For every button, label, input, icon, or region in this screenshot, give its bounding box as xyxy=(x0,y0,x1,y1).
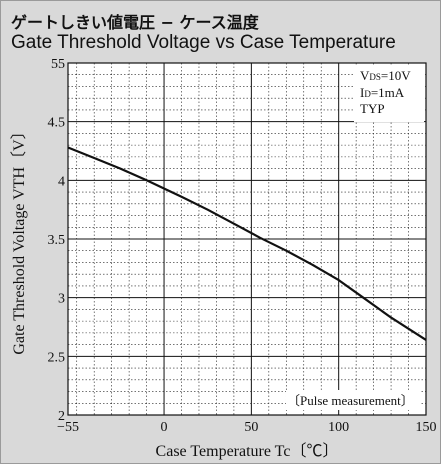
annotation-box xyxy=(286,390,420,410)
y-tick-label: 3 xyxy=(58,292,65,307)
series-group xyxy=(67,146,427,341)
y-tick-label: 4 xyxy=(58,174,65,189)
y-tick-label: 2 xyxy=(58,409,65,424)
x-tick-label: −55 xyxy=(57,420,79,435)
x-tick-label: 50 xyxy=(244,420,258,435)
y-axis-label: Gate Threshold Voltage VTH〔V〕 xyxy=(10,123,28,354)
x-axis-label: Case Temperature Tc〔℃〕 xyxy=(156,442,339,460)
condition-vds: VDS=10V xyxy=(360,68,411,83)
series-line xyxy=(67,146,427,341)
x-tick-label: 150 xyxy=(416,420,437,435)
tick-labels: −55 0 50 100 150 2 2.5 3 3.5 4 4.5 55 xyxy=(48,57,437,435)
annotation-pulse-measurement: 〔Pulse measurement〕 xyxy=(287,393,414,408)
y-tick-label: 4.5 xyxy=(48,116,66,131)
y-tick-label: 3.5 xyxy=(48,233,66,248)
chart-title-english: Gate Threshold Voltage vs Case Temperatu… xyxy=(11,32,396,53)
y-tick-label: 55 xyxy=(51,57,65,72)
condition-typ: TYP xyxy=(360,101,385,116)
plot-border xyxy=(67,62,427,416)
y-tick-label: 2.5 xyxy=(48,350,66,365)
major-grid xyxy=(68,63,426,415)
x-tick-label: 0 xyxy=(161,420,168,435)
x-tick-label: 100 xyxy=(328,420,349,435)
conditions-box xyxy=(354,66,424,122)
chart-title-japanese: ゲートしきい値電圧 − ケース温度 xyxy=(11,13,259,32)
condition-id: ID=1mA xyxy=(360,85,405,100)
